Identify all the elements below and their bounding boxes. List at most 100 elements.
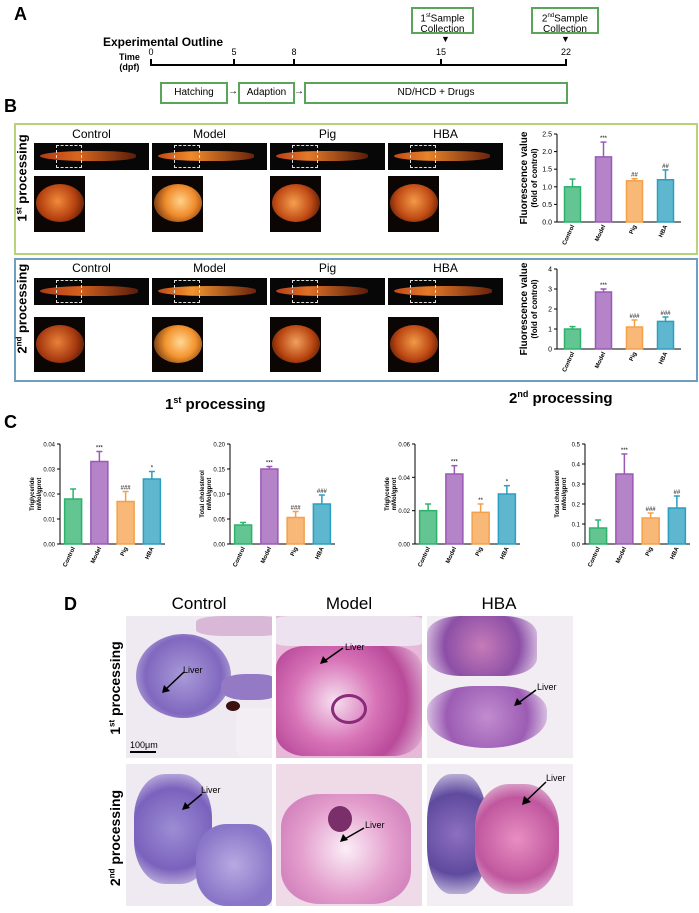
y-tick-label: 0.04 xyxy=(398,476,410,482)
bar-model xyxy=(260,468,279,545)
y-tick-label: 0.0 xyxy=(572,543,581,549)
x-tick-label: Model xyxy=(615,546,628,565)
group-label-model: Model xyxy=(193,261,226,275)
group-label-control: Control xyxy=(72,261,111,275)
arrow-right-icon: → xyxy=(228,86,238,97)
y-tick-label: 0.00 xyxy=(213,543,225,549)
liver-label: Liver xyxy=(546,773,566,783)
x-tick-label: HBA xyxy=(145,546,156,561)
y-axis-label: Fluorescence value xyxy=(519,262,530,355)
fish-image-hba-1 xyxy=(388,143,503,170)
tick-label-22: 22 xyxy=(560,47,571,57)
y-axis-label: Triglyceride xyxy=(30,476,36,510)
liver-label: Liver xyxy=(345,642,365,652)
chart-fluorescence-1: 0.0 0.5 1.0 1.5 2.0 2.5 Fluorescence value (fol… xyxy=(519,131,681,246)
y-axis-label: Fluorescence value xyxy=(519,131,530,224)
x-tick-label: Control xyxy=(587,546,602,568)
group-label-model: Model xyxy=(325,594,373,613)
x-tick-label: Control xyxy=(562,224,577,246)
tick-8 xyxy=(293,59,295,66)
arrow-down-icon: ▼ xyxy=(441,34,450,44)
second-processing-frame xyxy=(14,258,698,382)
x-tick-label: HBA xyxy=(658,224,669,239)
y-tick-label: 4 xyxy=(548,267,552,274)
significance-label: ## xyxy=(662,164,669,170)
y-tick-label: 0.10 xyxy=(213,493,225,499)
significance-label: ### xyxy=(121,486,132,492)
y-tick-label: 2.0 xyxy=(542,149,552,156)
y-axis-label-units: mMol/gprot xyxy=(392,478,398,511)
bar-hba xyxy=(142,478,162,545)
liver-label: Liver xyxy=(201,785,221,795)
x-tick-label: Control xyxy=(232,546,247,568)
fish-image-control-2 xyxy=(34,278,149,305)
caption-first-processing: 1st processing xyxy=(165,395,266,413)
group-label-hba: HBA xyxy=(433,261,458,275)
y-tick-label: 0.5 xyxy=(572,443,581,449)
chart-triglyceride-1: 0.00 0.01 0.02 0.03 0.04 Triglyceride mMol/gpr… xyxy=(30,443,165,568)
significance-label: * xyxy=(506,480,509,486)
arrow-icon xyxy=(182,793,203,810)
panel-d-label: D xyxy=(64,594,77,614)
tick-label-15: 15 xyxy=(435,47,446,57)
fish-image-control-1 xyxy=(34,143,149,170)
significance-label: ### xyxy=(317,489,328,495)
bar-control xyxy=(233,524,253,545)
bar-control xyxy=(418,509,438,545)
significance-label: ## xyxy=(674,490,681,496)
chart-triglyceride-2: 0.00 0.02 0.04 0.06 Triglyceride mMol/gprot Co… xyxy=(385,443,520,568)
y-tick-label: 0.00 xyxy=(43,543,55,549)
y-tick-label: 0.02 xyxy=(398,509,410,515)
bar-pig xyxy=(625,180,644,223)
timeline-axis xyxy=(150,64,567,66)
bar-pig xyxy=(471,511,490,545)
bar-hba xyxy=(656,320,675,350)
zoom-image-hba-1 xyxy=(388,176,439,232)
zoom-image-model-2 xyxy=(152,317,203,372)
x-tick-label: Pig xyxy=(475,546,485,557)
x-tick-label: Control xyxy=(562,351,577,373)
histology-hba-2 xyxy=(427,764,573,906)
group-label-model: Model xyxy=(193,127,226,141)
bar-control xyxy=(588,527,608,545)
significance-label: ### xyxy=(629,314,640,320)
x-tick-label: Model xyxy=(90,546,103,565)
y-axis-label: Triglyceride xyxy=(385,476,391,510)
significance-label: *** xyxy=(96,446,104,452)
group-label-control: Control xyxy=(72,127,111,141)
significance-label: *** xyxy=(600,136,608,142)
y-tick-label: 0.05 xyxy=(213,518,225,524)
fish-image-hba-2 xyxy=(388,278,503,305)
group-label-pig: Pig xyxy=(318,127,337,141)
stage-adaption: Adaption xyxy=(238,82,295,104)
group-label-hba: HBA xyxy=(433,127,458,141)
sample2-collection-box: 2ndSample Collection xyxy=(531,7,599,35)
significance-label: *** xyxy=(451,460,459,466)
y-axis-label: Total cholesterol xyxy=(555,470,561,518)
y-tick-label: 0.03 xyxy=(43,468,55,474)
tick-label-0: 0 xyxy=(148,47,154,57)
zoom-image-pig-2 xyxy=(270,317,321,372)
y-tick-label: 3 xyxy=(548,287,552,294)
scale-bar xyxy=(130,751,156,753)
fish-image-model-1 xyxy=(152,143,267,170)
significance-label: *** xyxy=(621,448,629,454)
bar-control xyxy=(63,498,83,545)
y-tick-label: 0.5 xyxy=(542,202,552,209)
outline-title: Experimental Outline xyxy=(103,35,224,49)
x-tick-label: HBA xyxy=(500,546,511,561)
x-tick-label: HBA xyxy=(670,546,681,561)
x-tick-label: Pig xyxy=(290,546,300,557)
tick-label-8: 8 xyxy=(291,47,297,57)
row-label-d2: 2nd processing xyxy=(107,789,123,887)
x-tick-label: HBA xyxy=(658,351,669,366)
y-tick-label: 0.01 xyxy=(43,518,55,524)
x-tick-label: Model xyxy=(445,546,458,565)
bar-hba xyxy=(656,179,675,223)
first-processing-frame xyxy=(14,123,698,255)
group-label-pig: Pig xyxy=(318,261,337,275)
chart-cholesterol-1: 0.00 0.05 0.10 0.15 0.20 Total cholesterol mMo… xyxy=(200,443,335,568)
bar-hba xyxy=(667,507,687,545)
row-label-d1: 1st processing xyxy=(107,641,123,735)
bar-pig xyxy=(116,500,135,545)
